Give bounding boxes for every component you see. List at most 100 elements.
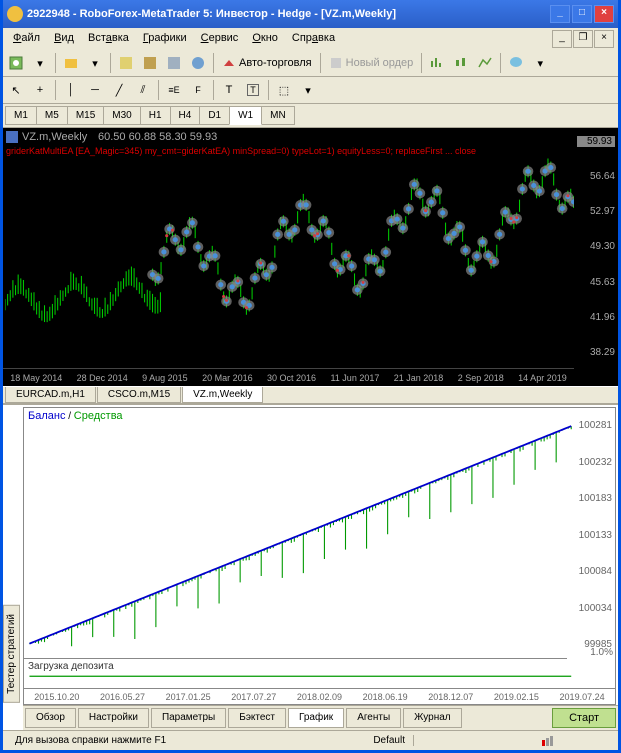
app-icon (7, 6, 23, 22)
market-watch-icon[interactable] (115, 52, 137, 74)
window-title: 2922948 - RoboForex-MetaTrader 5: Инвест… (27, 8, 550, 20)
deposit-load-section: Загрузка депозита 1.0% (24, 658, 567, 686)
timeframe-M1[interactable]: M1 (5, 106, 37, 125)
timeframe-D1[interactable]: D1 (199, 106, 230, 125)
balance-xtick: 2016.05.27 (100, 692, 145, 702)
new-chart-icon[interactable] (5, 52, 27, 74)
toolbox-icon[interactable] (163, 52, 185, 74)
date-tick: 9 Aug 2015 (142, 373, 188, 383)
price-tick: 45.63 (577, 277, 615, 288)
tester-tab-График[interactable]: График (288, 708, 344, 728)
chart-bars-icon[interactable] (426, 52, 448, 74)
mdi-restore[interactable]: ❐ (573, 30, 593, 48)
balance-xtick: 2017.07.27 (231, 692, 276, 702)
menu-view[interactable]: Вид (48, 30, 80, 48)
objects-icon[interactable]: ⬚ (273, 79, 295, 101)
menu-insert[interactable]: Вставка (82, 30, 135, 48)
crosshair-icon[interactable]: + (29, 79, 51, 101)
dropdown-icon[interactable]: ▾ (297, 79, 319, 101)
tester-sidebar-tab[interactable]: Тестер стратегий (3, 605, 20, 703)
tester-icon[interactable] (187, 52, 209, 74)
date-tick: 30 Oct 2016 (267, 373, 316, 383)
balance-ytick: 100133 (570, 530, 612, 541)
equidistant-icon[interactable]: ⫽ (132, 79, 154, 101)
date-axis: 18 May 2014 28 Dec 2014 9 Aug 2015 20 Mar 2… (3, 368, 574, 386)
chart-symbol-header: VZ.m,Weekly 60.50 60.88 58.30 59.93 (6, 131, 217, 143)
fibo-fan-icon[interactable]: F (187, 79, 209, 101)
balance-xtick: 2017.01.25 (166, 692, 211, 702)
chart-tab[interactable]: CSCO.m,M15 (97, 387, 181, 403)
price-chart[interactable]: VZ.m,Weekly 60.50 60.88 58.30 59.93 grid… (3, 128, 618, 386)
timeframe-MN[interactable]: MN (261, 106, 295, 125)
date-tick: 28 Dec 2014 (77, 373, 128, 383)
maximize-button[interactable]: □ (572, 5, 592, 23)
menu-service[interactable]: Сервис (195, 30, 245, 48)
status-help: Для вызова справки нажмите F1 (7, 735, 365, 746)
date-tick: 18 May 2014 (10, 373, 62, 383)
dropdown-icon[interactable]: ▾ (84, 52, 106, 74)
mdi-close[interactable]: × (594, 30, 614, 48)
tester-tab-Параметры[interactable]: Параметры (151, 708, 226, 728)
chat-icon[interactable] (505, 52, 527, 74)
balance-ytick: 100281 (570, 420, 612, 431)
dropdown-icon[interactable]: ▾ (529, 52, 551, 74)
tester-tab-Журнал[interactable]: Журнал (403, 708, 462, 728)
tester-tab-Настройки[interactable]: Настройки (78, 708, 149, 728)
chart-tab[interactable]: EURCAD.m,H1 (5, 387, 96, 403)
tester-panel: Тестер стратегий Баланс / Средства 10028… (3, 403, 618, 730)
balance-xtick: 2018.06.19 (363, 692, 408, 702)
autotrading-button[interactable]: Авто-торговля (218, 56, 316, 70)
dropdown-icon[interactable]: ▾ (29, 52, 51, 74)
menubar: Файл Вид Вставка Графики Сервис Окно Спр… (3, 28, 618, 50)
balance-xtick: 2018.12.07 (428, 692, 473, 702)
timeframe-M15[interactable]: M15 (67, 106, 104, 125)
hline-icon[interactable]: ─ (84, 79, 106, 101)
balance-chart[interactable]: Баланс / Средства 1002811002321001831001… (23, 407, 616, 705)
timeframe-W1[interactable]: W1 (229, 106, 262, 125)
status-profile: Default (365, 735, 414, 746)
fibo-icon[interactable]: ≡E (163, 79, 185, 101)
menu-charts[interactable]: Графики (137, 30, 193, 48)
minimize-button[interactable]: _ (550, 5, 570, 23)
chart-line-icon[interactable] (474, 52, 496, 74)
timeframe-M5[interactable]: M5 (36, 106, 68, 125)
chart-candles-icon[interactable] (450, 52, 472, 74)
timeframe-H1[interactable]: H1 (140, 106, 171, 125)
price-axis: 59.9356.6452.9749.3045.6341.9638.29 (574, 128, 618, 366)
date-tick: 14 Apr 2019 (518, 373, 567, 383)
timeframe-bar: M1M5M15M30H1H4D1W1MN (3, 104, 618, 128)
cursor-icon[interactable]: ↖ (5, 79, 27, 101)
mdi-minimize[interactable]: _ (552, 30, 572, 48)
close-button[interactable]: × (594, 5, 614, 23)
tester-tab-Бэктест[interactable]: Бэктест (228, 708, 286, 728)
chart-tab[interactable]: VZ.m,Weekly (182, 387, 263, 403)
timeframe-M30[interactable]: M30 (103, 106, 140, 125)
trendline-icon[interactable]: ╱ (108, 79, 130, 101)
main-window: 2922948 - RoboForex-MetaTrader 5: Инвест… (0, 0, 621, 753)
text-label-icon[interactable]: T (242, 79, 264, 101)
navigator-icon[interactable] (139, 52, 161, 74)
vline-icon[interactable]: │ (60, 79, 82, 101)
tester-tab-Агенты[interactable]: Агенты (346, 708, 401, 728)
neworder-button[interactable]: Новый ордер (325, 56, 418, 70)
date-tick: 20 Mar 2016 (202, 373, 253, 383)
menu-help[interactable]: Справка (286, 30, 341, 48)
balance-yaxis: 1002811002321001831001331000841000349998… (567, 408, 615, 654)
price-tick: 52.97 (577, 206, 615, 217)
start-button[interactable]: Старт (552, 708, 616, 728)
tester-tab-Обзор[interactable]: Обзор (25, 708, 76, 728)
toolbar-main: ▾ ▾ Авто-торговля Новый ордер ▾ (3, 50, 618, 77)
price-tick: 49.30 (577, 241, 615, 252)
text-icon[interactable]: T (218, 79, 240, 101)
chart-tabs: EURCAD.m,H1CSCO.m,M15VZ.m,Weekly (3, 386, 618, 403)
date-tick: 21 Jan 2018 (394, 373, 444, 383)
price-tick: 59.93 (577, 136, 615, 147)
hat-icon (222, 56, 236, 70)
menu-window[interactable]: Окно (246, 30, 284, 48)
menu-file[interactable]: Файл (7, 30, 46, 48)
timeframe-H4[interactable]: H4 (170, 106, 201, 125)
profiles-icon[interactable] (60, 52, 82, 74)
balance-xtick: 2019.07.24 (560, 692, 605, 702)
balance-ytick: 100034 (570, 603, 612, 614)
titlebar[interactable]: 2922948 - RoboForex-MetaTrader 5: Инвест… (3, 0, 618, 28)
